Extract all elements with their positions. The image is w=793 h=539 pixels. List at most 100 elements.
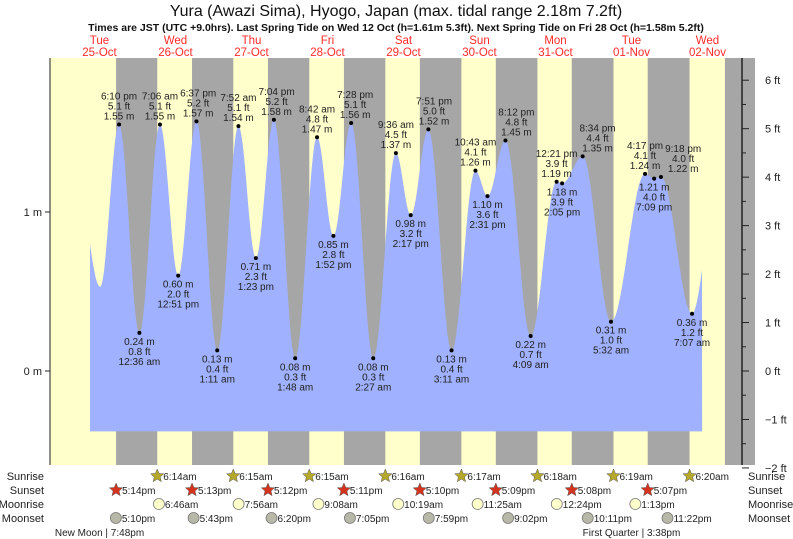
moonset-icon: [661, 512, 674, 524]
moonset-time: 5:10pm: [122, 514, 155, 525]
high-tide-ml: 1.52 m: [419, 116, 450, 127]
low-tide-label: 0.22 m0.7 ft4:09 am: [513, 340, 549, 371]
low-tide-ml: 0.71 m: [241, 262, 272, 273]
low-tide-point: [253, 256, 258, 261]
high-tide-time: 12:21 pm: [536, 149, 578, 160]
low-tide-ft: 3.6 ft: [476, 210, 498, 221]
low-tide-ft: 0.8 ft: [128, 347, 150, 358]
high-tide-ft: 5.1 ft: [344, 100, 366, 111]
high-tide-point: [117, 122, 122, 127]
low-tide-label: 1.10 m3.6 ft2:31 pm: [469, 200, 505, 231]
low-tide-ft: 2.8 ft: [322, 250, 344, 261]
sunrise-time: 6:15am: [239, 472, 272, 483]
low-tide-point: [690, 311, 695, 316]
moonset-time: 10:11pm: [594, 514, 632, 525]
low-tide-point: [652, 176, 657, 181]
day-date: 29-Oct: [386, 47, 421, 59]
moonrise-icon: [550, 498, 563, 510]
high-tide-ft: 5.2 ft: [187, 98, 209, 109]
low-tide-ml: 0.85 m: [318, 240, 349, 251]
low-tide-ml: 0.08 m: [358, 362, 389, 373]
low-tide-time: 1:52 pm: [315, 260, 351, 271]
high-tide-ml: 1.57 m: [183, 108, 214, 119]
sunset-icon: [108, 482, 124, 497]
sunrise-icon: [606, 468, 621, 483]
day-date: 02-Nov: [689, 47, 726, 59]
moonset-time: 11:22pm: [673, 514, 711, 525]
low-tide-ml: 0.60 m: [163, 280, 194, 291]
low-tide-time: 1:11 am: [200, 374, 235, 385]
moonset-time: 5:43pm: [200, 514, 233, 525]
sunset-time: 5:12pm: [274, 486, 307, 497]
high-tide-time: 7:51 pm: [416, 96, 452, 107]
low-tide-label: 0.13 m0.4 ft1:11 am: [200, 354, 235, 385]
moonrise-time: 9:08am: [324, 500, 357, 511]
right-margin-band: [742, 58, 755, 465]
high-tide-label: 6:37 pm5.2 ft1.57 m: [180, 88, 216, 119]
sunset-time: 5:10pm: [426, 486, 459, 497]
high-tide-point: [157, 122, 162, 127]
high-tide-label: 7:06 am5.1 ft1.55 m: [142, 92, 178, 123]
day-date: 31-Oct: [538, 47, 573, 59]
high-tide-time: 7:52 am: [220, 93, 256, 104]
sunrise-row-label: Sunrise: [7, 471, 44, 483]
left-tick-label: 0 m: [24, 366, 42, 378]
high-tide-ft: 4.5 ft: [385, 130, 407, 141]
high-tide-ml: 1.22 m: [668, 164, 699, 175]
chart-subtitle: Times are JST (UTC +9.0hrs). Last Spring…: [88, 22, 704, 34]
right-tick-label: 4 ft: [765, 172, 780, 184]
low-tide-point: [528, 334, 533, 339]
moonrise-time: 11:25am: [484, 500, 522, 511]
low-tide-time: 12:51 pm: [157, 300, 199, 311]
high-tide-point: [473, 168, 478, 173]
day-date: 25-Oct: [82, 47, 117, 59]
high-tide-label: 8:42 am4.8 ft1.47 m: [299, 104, 335, 135]
high-tide-point: [349, 120, 354, 125]
high-tide-ft: 3.9 ft: [545, 159, 567, 170]
moon-phase-label: First Quarter | 3:38pm: [583, 528, 681, 539]
low-tide-point: [485, 194, 490, 199]
day-date: 27-Oct: [234, 47, 269, 59]
high-tide-point: [236, 124, 241, 129]
high-tide-point: [503, 138, 508, 143]
moonset-time: 6:20pm: [278, 514, 311, 525]
almanac: Sunrise Sunrise 6:14am 6:15am 6:15am 6:16am 6:…: [0, 468, 793, 539]
high-tide-ft: 5.1 ft: [108, 102, 130, 113]
high-tide-point: [393, 151, 398, 156]
right-tick-label: −1 ft: [765, 414, 787, 426]
high-tide-ml: 1.35 m: [582, 143, 613, 154]
low-tide-point: [408, 213, 413, 218]
day-name: Sun: [469, 35, 489, 47]
low-tide-time: 3:11 am: [434, 374, 469, 385]
low-tide-label: 0.85 m2.8 ft1:52 pm: [315, 240, 351, 271]
high-tide-label: 8:12 pm4.8 ft1.45 m: [498, 107, 534, 138]
sunrise-time: 6:15am: [315, 472, 348, 483]
low-tide-time: 7:09 pm: [636, 203, 672, 214]
low-tide-point: [609, 319, 614, 324]
low-tide-point: [293, 356, 298, 361]
high-tide-time: 8:12 pm: [498, 107, 534, 118]
low-tide-time: 2:27 am: [355, 382, 391, 393]
high-tide-ml: 1.19 m: [541, 169, 572, 180]
high-tide-time: 4:17 pm: [627, 141, 663, 152]
moonset-time: 7:59pm: [435, 514, 468, 525]
high-tide-time: 6:37 pm: [180, 88, 216, 99]
moonrise-icon: [312, 498, 325, 510]
moonrise-row-label: Moonrise: [0, 499, 44, 511]
low-tide-ft: 1.2 ft: [681, 328, 703, 339]
moonrise-icon: [153, 498, 165, 510]
low-tide-ml: 1.18 m: [547, 187, 578, 198]
high-tide-label: 7:51 pm5.0 ft1.52 m: [416, 96, 452, 127]
right-tick-label: 5 ft: [765, 124, 780, 136]
low-tide-ml: 0.13 m: [202, 354, 233, 365]
high-tide-time: 6:10 pm: [101, 92, 137, 103]
high-tide-label: 9:36 am4.5 ft1.37 m: [378, 120, 414, 151]
sunset-time: 5:08pm: [578, 486, 611, 497]
right-tick-label: 0 ft: [765, 366, 780, 378]
low-tide-point: [331, 233, 336, 238]
moonrise-time: 1:13pm: [641, 500, 674, 511]
sunrise-time: 6:20am: [696, 472, 729, 483]
moonset-row-label-right: Moonset: [748, 513, 790, 525]
low-tide-label: 0.98 m3.2 ft2:17 pm: [393, 219, 429, 250]
high-tide-time: 9:18 pm: [665, 144, 701, 155]
